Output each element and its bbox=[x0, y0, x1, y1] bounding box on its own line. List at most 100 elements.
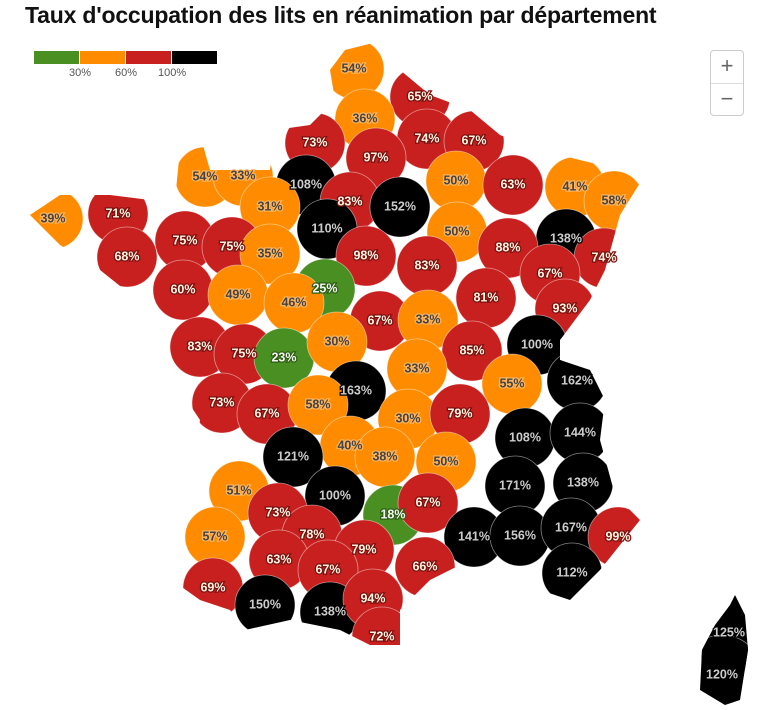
department-label: 108% bbox=[509, 430, 541, 444]
department-label: 152% bbox=[384, 199, 416, 213]
department-region[interactable] bbox=[96, 226, 158, 288]
department-label: 85% bbox=[459, 343, 484, 357]
department-label: 39% bbox=[40, 211, 65, 225]
department-label: 97% bbox=[363, 150, 388, 164]
department-label: 75% bbox=[172, 233, 197, 247]
legend-label-30: 30% bbox=[69, 67, 92, 79]
department-label: 141% bbox=[458, 529, 490, 543]
department-label: 50% bbox=[433, 454, 458, 468]
department-label: 81% bbox=[473, 290, 498, 304]
department-label: 94% bbox=[360, 591, 385, 605]
department-label: 50% bbox=[444, 224, 469, 238]
department-region[interactable] bbox=[441, 320, 503, 382]
department-label: 79% bbox=[447, 406, 472, 420]
department-region[interactable] bbox=[397, 472, 459, 534]
department-label: 75% bbox=[231, 346, 256, 360]
department-label: 33% bbox=[404, 361, 429, 375]
department-label: 73% bbox=[209, 395, 234, 409]
department-label: 100% bbox=[319, 488, 351, 502]
department-label: 121% bbox=[277, 449, 309, 463]
department-label: 108% bbox=[290, 177, 322, 191]
department-region[interactable] bbox=[335, 225, 397, 287]
department-label: 83% bbox=[337, 194, 362, 208]
legend-label-100: 100% bbox=[158, 67, 187, 79]
legend-swatch-black bbox=[172, 51, 217, 64]
department-region[interactable] bbox=[369, 176, 431, 238]
department-label: 68% bbox=[114, 249, 139, 263]
department-label: 93% bbox=[552, 301, 577, 315]
department-label: 36% bbox=[352, 111, 377, 125]
department-label: 73% bbox=[302, 135, 327, 149]
department-label: 58% bbox=[601, 193, 626, 207]
department-region[interactable] bbox=[482, 154, 544, 216]
legend-swatch-green bbox=[34, 51, 79, 64]
department-label: 79% bbox=[351, 542, 376, 556]
department-label: 150% bbox=[249, 597, 281, 611]
department-label: 63% bbox=[500, 177, 525, 191]
department-label: 30% bbox=[324, 334, 349, 348]
department-label: 138% bbox=[314, 604, 346, 618]
department-label: 73% bbox=[265, 505, 290, 519]
department-label: 38% bbox=[372, 449, 397, 463]
department-label: 162% bbox=[561, 373, 593, 387]
department-label: 67% bbox=[461, 133, 486, 147]
zoom-in-button[interactable]: + bbox=[720, 53, 734, 78]
department-label: 60% bbox=[170, 282, 195, 296]
legend-swatch-red bbox=[126, 51, 171, 64]
department-label: 18% bbox=[380, 507, 405, 521]
department-label: 30% bbox=[395, 411, 420, 425]
legend-label-60: 60% bbox=[115, 67, 138, 79]
department-label: 46% bbox=[281, 295, 306, 309]
department-label: 125% bbox=[713, 625, 745, 639]
department-label: 67% bbox=[537, 266, 562, 280]
department-label: 167% bbox=[555, 520, 587, 534]
department-region[interactable] bbox=[239, 223, 301, 285]
department-label: 67% bbox=[367, 313, 392, 327]
department-label: 51% bbox=[226, 483, 251, 497]
department-label: 83% bbox=[187, 339, 212, 353]
department-label: 110% bbox=[311, 221, 342, 235]
department-label: 25% bbox=[312, 281, 337, 295]
department-label: 112% bbox=[556, 565, 587, 579]
department-label: 69% bbox=[200, 580, 225, 594]
department-label: 83% bbox=[414, 258, 439, 272]
department-label: 33% bbox=[415, 312, 440, 326]
department-label: 98% bbox=[353, 248, 378, 262]
department-label: 63% bbox=[266, 552, 291, 566]
department-label: 31% bbox=[257, 199, 282, 213]
department-label: 156% bbox=[504, 528, 536, 542]
department-label: 54% bbox=[192, 169, 217, 183]
department-label: 40% bbox=[337, 438, 362, 452]
map-title: Taux d'occupation des lits en réanimatio… bbox=[25, 2, 657, 28]
department-label: 50% bbox=[443, 173, 468, 187]
department-label: 120% bbox=[706, 667, 738, 681]
department-label: 65% bbox=[407, 89, 432, 103]
department-label: 163% bbox=[340, 383, 372, 397]
department-label: 171% bbox=[499, 478, 531, 492]
department-label: 78% bbox=[299, 527, 324, 541]
department-label: 67% bbox=[415, 495, 440, 509]
zoom-control: + − bbox=[710, 50, 744, 116]
department-label: 58% bbox=[305, 397, 330, 411]
department-label: 54% bbox=[341, 61, 366, 75]
department-label: 144% bbox=[564, 425, 596, 439]
department-label: 66% bbox=[412, 559, 437, 573]
zoom-out-button[interactable]: − bbox=[711, 83, 743, 116]
department-label: 74% bbox=[591, 250, 616, 264]
department-label: 57% bbox=[202, 529, 227, 543]
department-label: 41% bbox=[562, 179, 587, 193]
department-label: 55% bbox=[499, 376, 524, 390]
department-label: 67% bbox=[254, 406, 279, 420]
department-label: 35% bbox=[257, 246, 282, 260]
department-label: 72% bbox=[369, 629, 394, 643]
department-label: 67% bbox=[315, 562, 340, 576]
department-label: 23% bbox=[271, 350, 296, 364]
department-label: 71% bbox=[105, 206, 130, 220]
department-label: 138% bbox=[550, 231, 582, 245]
legend-swatch-orange bbox=[80, 51, 125, 64]
department-label: 49% bbox=[225, 287, 250, 301]
department-region[interactable] bbox=[287, 374, 349, 436]
department-label: 100% bbox=[521, 337, 553, 351]
department-label: 74% bbox=[414, 131, 439, 145]
